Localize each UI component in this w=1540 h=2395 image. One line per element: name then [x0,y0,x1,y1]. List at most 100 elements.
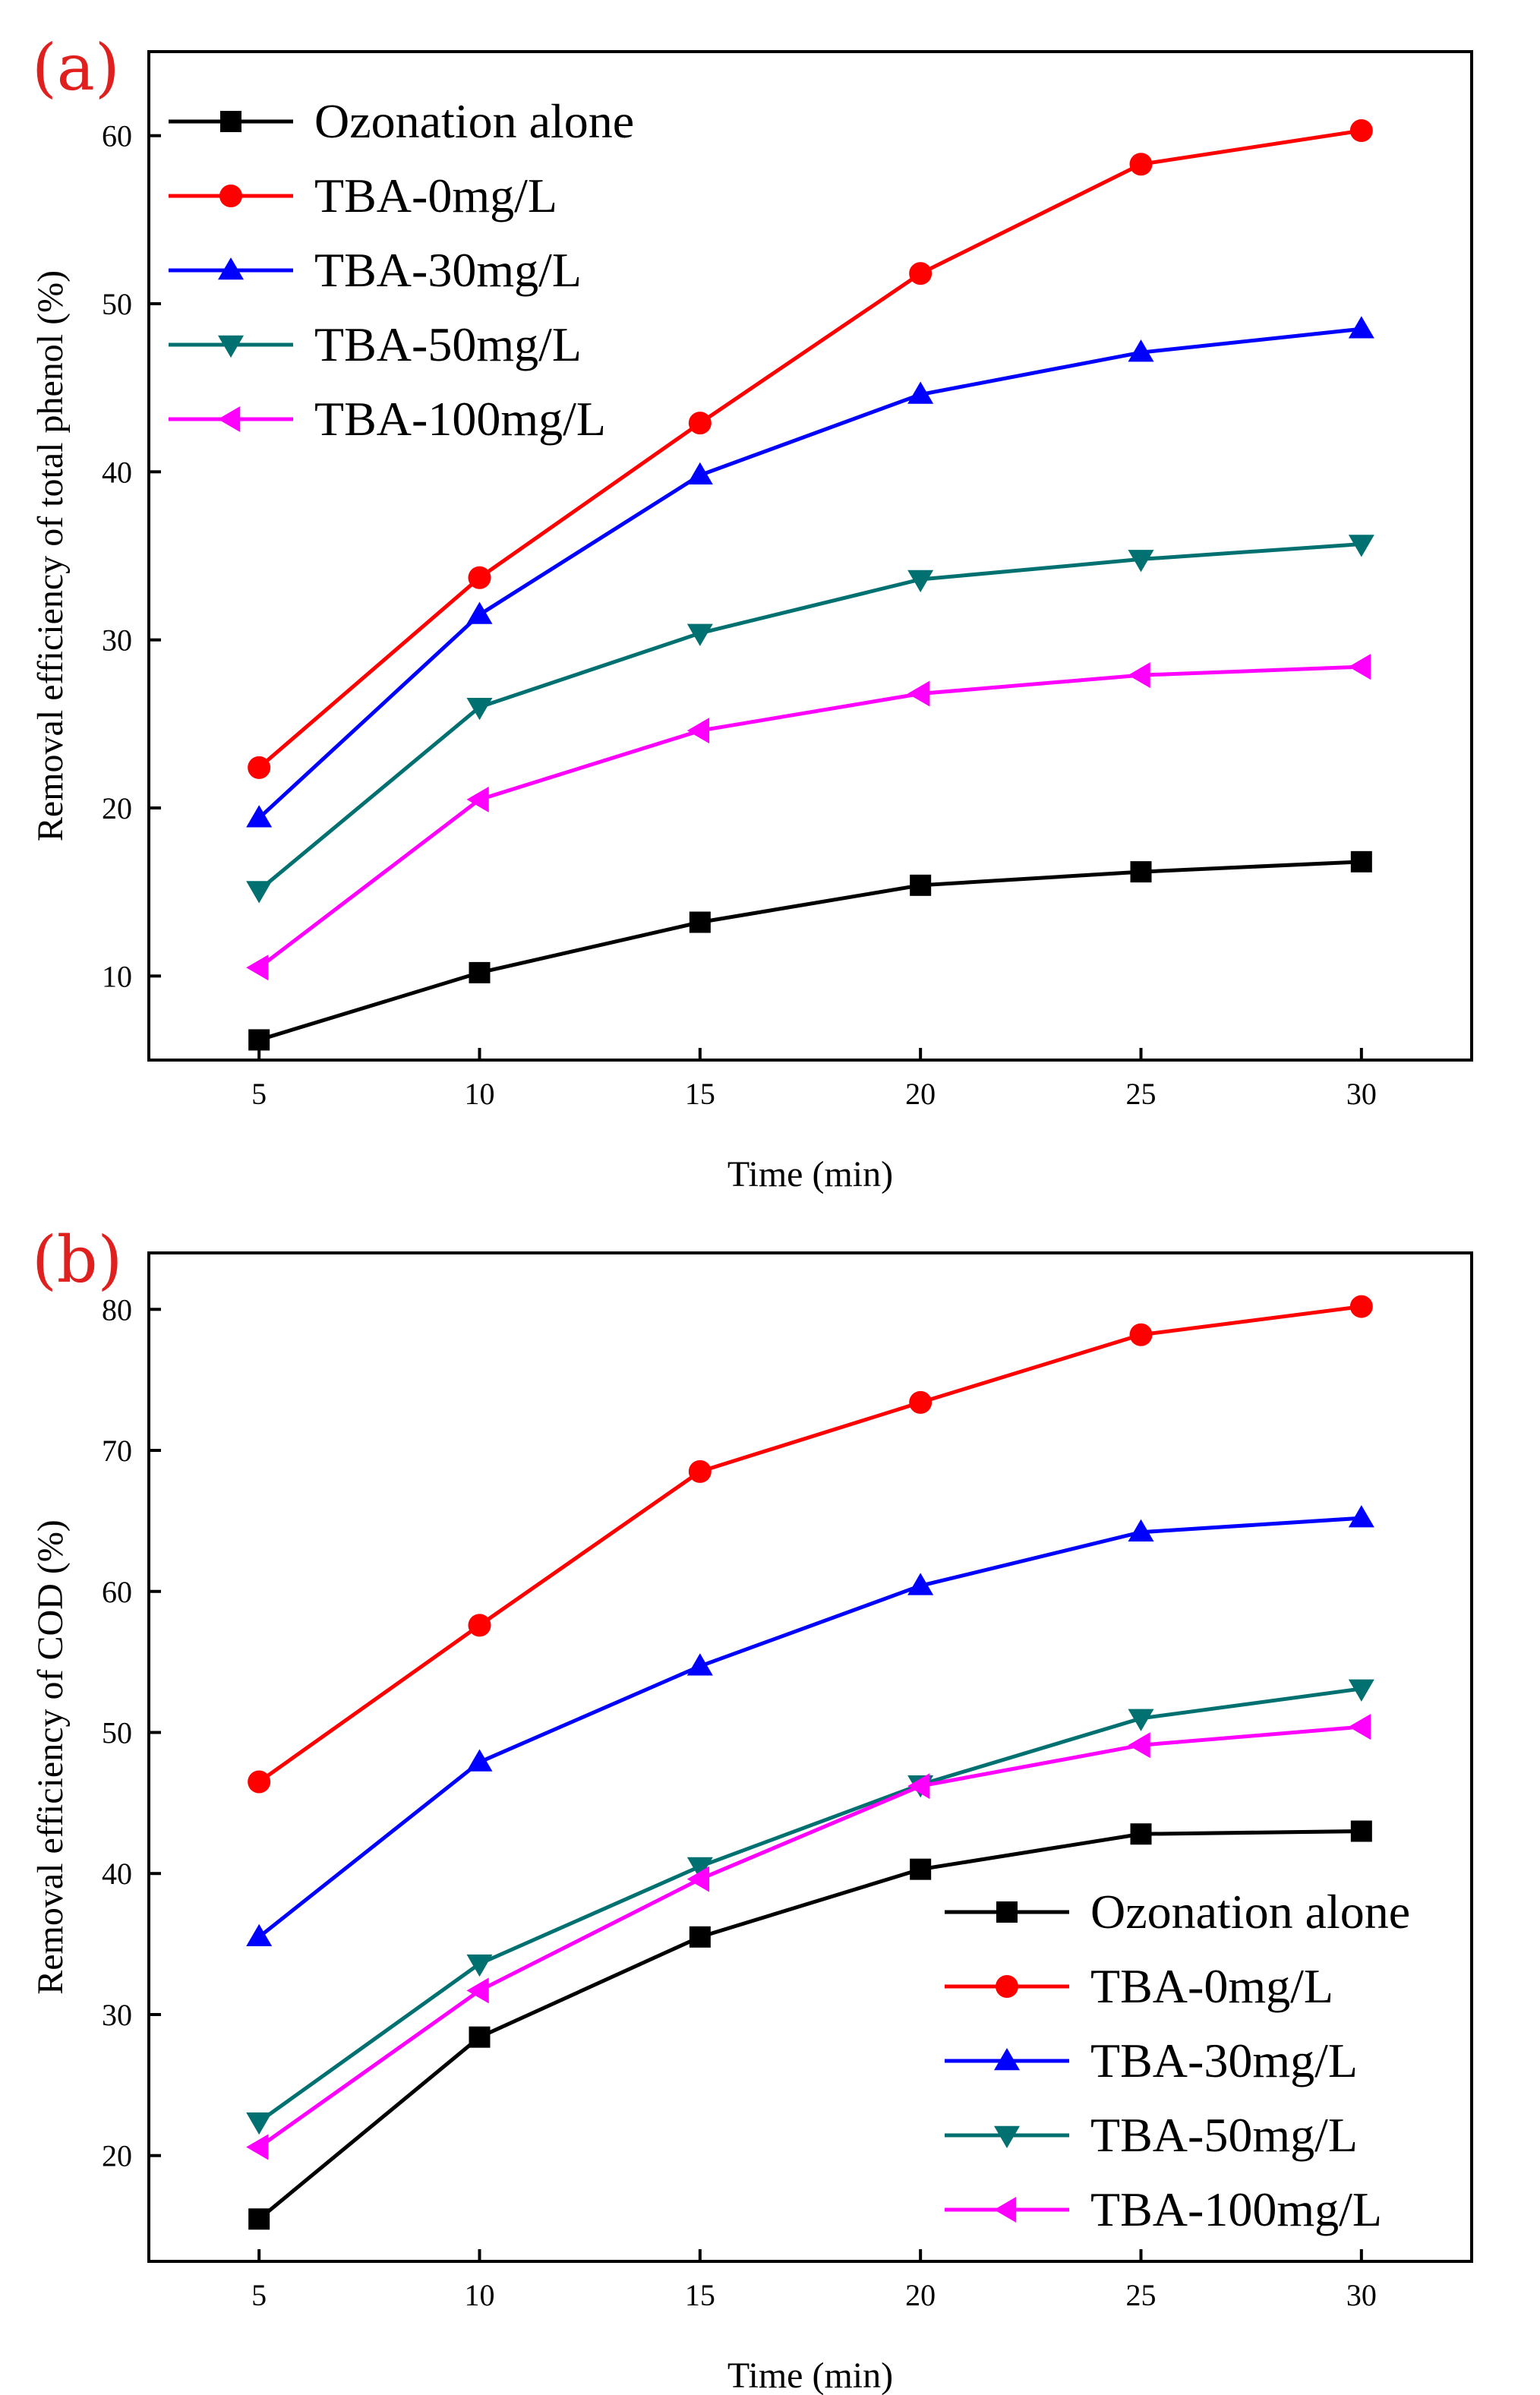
panel-a-legend-label: TBA-50mg/L [314,317,582,371]
panel-a-point-tba-50mg-l [1348,535,1374,557]
panel-a-label: (a) [32,30,120,105]
panel-a-point-tba-30mg-l [1348,316,1374,339]
panel-b-point-ozonation-alone [469,2026,491,2048]
panel-a-y-tick-label: 20 [102,791,132,825]
panel-b-legend-entry: TBA-50mg/L [945,2108,1358,2162]
panel-a-y-tick-label: 60 [102,119,132,153]
panel-a-x-tick-label: 15 [685,1077,715,1111]
panel-b-x-tick-label: 30 [1346,2278,1377,2312]
panel-a-legend-marker [218,335,244,358]
panel-b-point-ozonation-alone [1130,1823,1152,1845]
panel-b-legend-marker [994,2125,1020,2148]
panel-a-y-tick-label: 40 [102,455,132,489]
panel-a-plot-frame [147,50,1473,1062]
panel-a-legend-marker [218,406,241,432]
panel-b-line-tba-100mg-l [257,1724,1362,2149]
panel-b-legend-entry: TBA-30mg/L [945,2034,1358,2087]
panel-a-point-ozonation-alone [910,874,932,896]
panel-a-y-tick-label: 30 [102,623,132,658]
panel-a-series-tba-0mg-l [248,119,1373,779]
panel-b-point-tba-100mg-l [1128,1732,1150,1759]
panel-a-legend-label: Ozonation alone [314,94,634,148]
panel-b-y-tick-label: 80 [102,1292,132,1327]
panel-b-point-tba-100mg-l [466,1977,489,2004]
panel-b-y-tick-label: 50 [102,1715,132,1750]
panel-a-x-tick-label: 20 [905,1077,936,1111]
panel-a-point-tba-50mg-l [246,881,273,904]
panel-b-point-tba-100mg-l [246,2134,269,2160]
panel-a-y-ticks: 10 20 30 40 50 60 [102,119,161,993]
panel-b-y-tick-label: 40 [102,1857,132,1891]
panel-b-x-axis-title: Time (min) [727,2356,893,2395]
panel-b-point-ozonation-alone [689,1926,711,1948]
panel-a-x-ticks: 5 10 15 20 25 30 [251,1048,1377,1111]
panel-a-point-tba-0mg-l [1349,119,1373,143]
panel-a-x-tick-label: 10 [465,1077,495,1111]
panel-b-point-tba-30mg-l [246,1923,273,1947]
panel-a-line-tba-0mg-l [257,128,1362,769]
panel-b: (b) 5 10 15 20 25 30 20 30 40 50 60 70 80 Time (min… [30,1223,1473,2395]
panel-b-series-tba-50mg-l [246,1679,1374,2135]
panel-b-point-tba-0mg-l [1349,1295,1373,1318]
panel-a-legend-entry: Ozonation alone [169,94,634,148]
panel-b-point-tba-0mg-l [248,1770,271,1794]
panel-a-legend-label: TBA-30mg/L [314,243,582,297]
panel-a-x-axis-title: Time (min) [727,1154,893,1194]
panel-a-point-ozonation-alone [248,1029,270,1051]
panel-a-point-tba-100mg-l [686,718,710,744]
panel-a-point-tba-50mg-l [907,570,934,592]
panel-a-line-tba-30mg-l [257,327,1362,820]
panel-a-line-tba-50mg-l [257,542,1362,892]
panel-a-legend-entry: TBA-0mg/L [169,169,557,222]
panel-b-point-tba-0mg-l [1129,1323,1153,1346]
panel-a-series-tba-100mg-l [246,654,1371,981]
panel-b-legend-marker [996,1975,1018,1998]
panel-a-legend-entry: TBA-100mg/L [169,392,606,446]
panel-a-line-ozonation-alone [258,860,1362,1042]
panel-b-line-tba-30mg-l [257,1516,1362,1939]
panel-b-x-ticks: 5 10 15 20 25 30 [251,2249,1377,2312]
panel-a-point-tba-0mg-l [1129,153,1153,176]
panel-b-legend-marker [996,1901,1018,1923]
panel-a-point-tba-30mg-l [686,462,713,484]
panel-b-line-ozonation-alone [257,1829,1362,2221]
panel-b-y-ticks: 20 30 40 50 60 70 80 [102,1292,161,2173]
panel-b-x-tick-label: 10 [465,2278,495,2312]
panel-b-point-ozonation-alone [1350,1820,1372,1842]
panel-b-x-tick-label: 20 [905,2278,936,2312]
panel-b-series-tba-0mg-l [248,1295,1373,1794]
panel-b-legend-label: TBA-50mg/L [1090,2108,1358,2162]
panel-b-legend-entry: TBA-100mg/L [945,2182,1382,2236]
panel-a-point-tba-30mg-l [907,381,934,404]
panel-a-point-tba-30mg-l [246,805,273,828]
panel-b-point-tba-50mg-l [246,2112,273,2135]
panel-a-legend-label: TBA-0mg/L [314,169,557,222]
panel-a-point-tba-50mg-l [686,623,713,646]
panel-a-point-ozonation-alone [469,961,491,983]
panel-a-y-tick-label: 50 [102,287,132,321]
panel-a-series-tba-30mg-l [246,316,1374,828]
panel-b-legend-label: TBA-30mg/L [1090,2034,1358,2087]
panel-a-x-tick-label: 25 [1126,1077,1157,1111]
panel-a-point-ozonation-alone [689,911,711,933]
panel-b-point-tba-30mg-l [907,1573,934,1595]
panel-b-series-tba-30mg-l [246,1505,1374,1947]
panel-a-line-tba-100mg-l [257,664,1362,970]
panel-a-legend-entry: TBA-30mg/L [169,243,582,297]
panel-a-point-tba-100mg-l [907,680,930,707]
panel-b-legend: Ozonation alone TBA-0mg/L TBA-30mg/L TBA-50… [945,1885,1410,2236]
panel-a-point-ozonation-alone [1130,861,1152,883]
panel-b-line-tba-0mg-l [257,1305,1362,1784]
panel-b-x-tick-label: 5 [251,2278,267,2312]
panel-a-point-tba-100mg-l [246,955,269,981]
panel-b-point-tba-50mg-l [466,1954,493,1977]
panel-b-point-tba-50mg-l [686,1857,713,1879]
panel-a-legend-entry: TBA-50mg/L [169,317,582,371]
panel-b-legend-marker [994,2197,1017,2223]
panel-b-x-tick-label: 15 [685,2278,715,2312]
panel-b-point-tba-30mg-l [466,1749,493,1772]
panel-b-legend-entry: Ozonation alone [945,1885,1410,1939]
panel-b-label: (b) [32,1223,122,1297]
panel-a-legend-marker [220,111,241,132]
panel-b-point-tba-0mg-l [909,1390,933,1414]
